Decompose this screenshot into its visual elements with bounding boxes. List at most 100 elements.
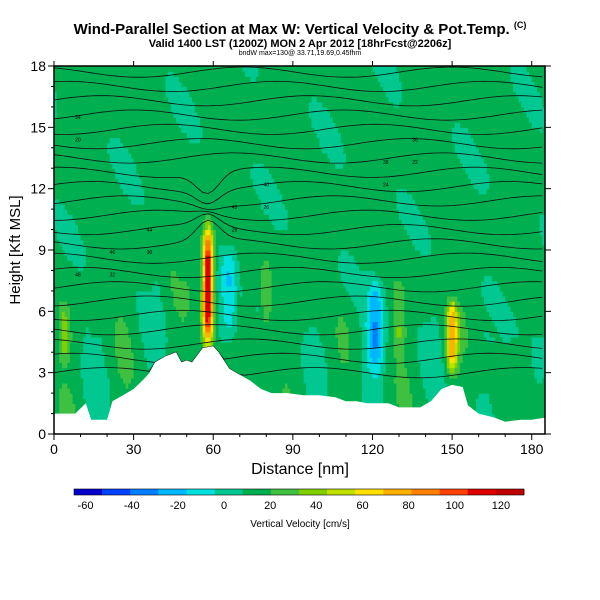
heatmap-cell [109,219,113,226]
heatmap-cell [56,275,60,282]
heatmap-cell [64,152,68,159]
heatmap-cell [56,137,60,144]
heatmap-cell [157,224,161,231]
heatmap-cell [162,239,167,246]
heatmap-cell [99,382,103,389]
heatmap-cell [54,209,58,215]
heatmap-cell [117,290,121,297]
heatmap-cell [186,96,190,103]
heatmap-cell [77,71,82,77]
heatmap-cell [130,214,135,220]
heatmap-cell [144,86,148,93]
heatmap-cell [61,260,66,266]
heatmap-cell [107,122,111,128]
heatmap-cell [162,96,167,103]
heatmap-cell [125,142,129,149]
heatmap-cell [88,193,92,200]
heatmap-cell [56,255,60,261]
heatmap-cell [72,219,76,226]
heatmap-cell [109,229,113,236]
heatmap-cell [194,290,198,297]
heatmap-cell [184,71,188,77]
heatmap-cell [99,239,103,246]
heatmap-cell [146,234,151,241]
heatmap-cell [205,244,209,251]
heatmap-cell [77,311,82,318]
heatmap-cell [77,336,82,343]
heatmap-cell [115,244,119,251]
heatmap-cell [194,255,198,261]
heatmap-cell [160,173,164,180]
heatmap-cell [165,127,169,134]
heatmap-cell [197,137,201,144]
heatmap-cell [213,173,217,180]
heatmap-cell [133,178,137,185]
heatmap-cell [72,244,76,251]
heatmap-cell [130,244,135,251]
heatmap-cell [146,142,151,149]
heatmap-cell [210,316,214,323]
heatmap-cell [120,147,124,154]
heatmap-cell [176,122,180,128]
heatmap-cell [91,81,95,88]
heatmap-cell [207,306,212,312]
heatmap-cell [157,306,161,312]
heatmap-cell [173,142,177,149]
heatmap-cell [91,388,95,394]
heatmap-cell [130,357,135,364]
heatmap-cell [91,106,95,113]
heatmap-cell [160,255,164,261]
heatmap-cell [85,326,90,333]
heatmap-cell [125,311,129,318]
heatmap-cell [88,198,92,205]
heatmap-cell [104,270,108,277]
heatmap-cell [197,316,201,323]
heatmap-cell [104,352,108,358]
heatmap-cell [77,326,82,333]
heatmap-cell [75,158,79,164]
heatmap-cell [144,296,148,302]
heatmap-cell [213,188,217,195]
heatmap-cell [99,132,103,139]
heatmap-cell [152,255,156,261]
heatmap-cell [157,321,161,328]
heatmap-cell [109,250,113,256]
heatmap-cell [207,290,212,297]
heatmap-cell [99,106,103,113]
heatmap-cell [115,81,119,88]
heatmap-cell [93,137,98,144]
heatmap-cell [184,301,188,307]
heatmap-cell [59,260,63,266]
heatmap-cell [213,101,217,108]
heatmap-cell [93,362,98,369]
heatmap-cell [154,163,159,169]
heatmap-cell [125,117,129,123]
heatmap-cell [205,209,209,215]
heatmap-cell [173,265,177,272]
heatmap-cell [194,296,198,302]
heatmap-cell [59,168,63,174]
heatmap-cell [112,112,116,118]
heatmap-cell [88,362,92,369]
heatmap-cell [168,168,172,174]
heatmap-cell [149,127,153,134]
heatmap-cell [123,265,127,272]
heatmap-cell [176,260,180,266]
heatmap-cell [202,193,206,200]
heatmap-cell [112,250,116,256]
heatmap-cell [130,142,135,149]
heatmap-cell [133,193,137,200]
heatmap-cell [107,219,111,226]
heatmap-cell [123,280,127,287]
heatmap-cell [141,255,145,261]
heatmap-cell [69,183,74,190]
heatmap-cell [152,265,156,272]
heatmap-cell [93,306,98,312]
heatmap-cell [56,204,60,210]
heatmap-cell [202,178,206,185]
heatmap-cell [130,377,135,384]
heatmap-cell [170,193,175,200]
heatmap-cell [123,234,127,241]
heatmap-cell [120,285,124,292]
heatmap-cell [162,316,167,323]
